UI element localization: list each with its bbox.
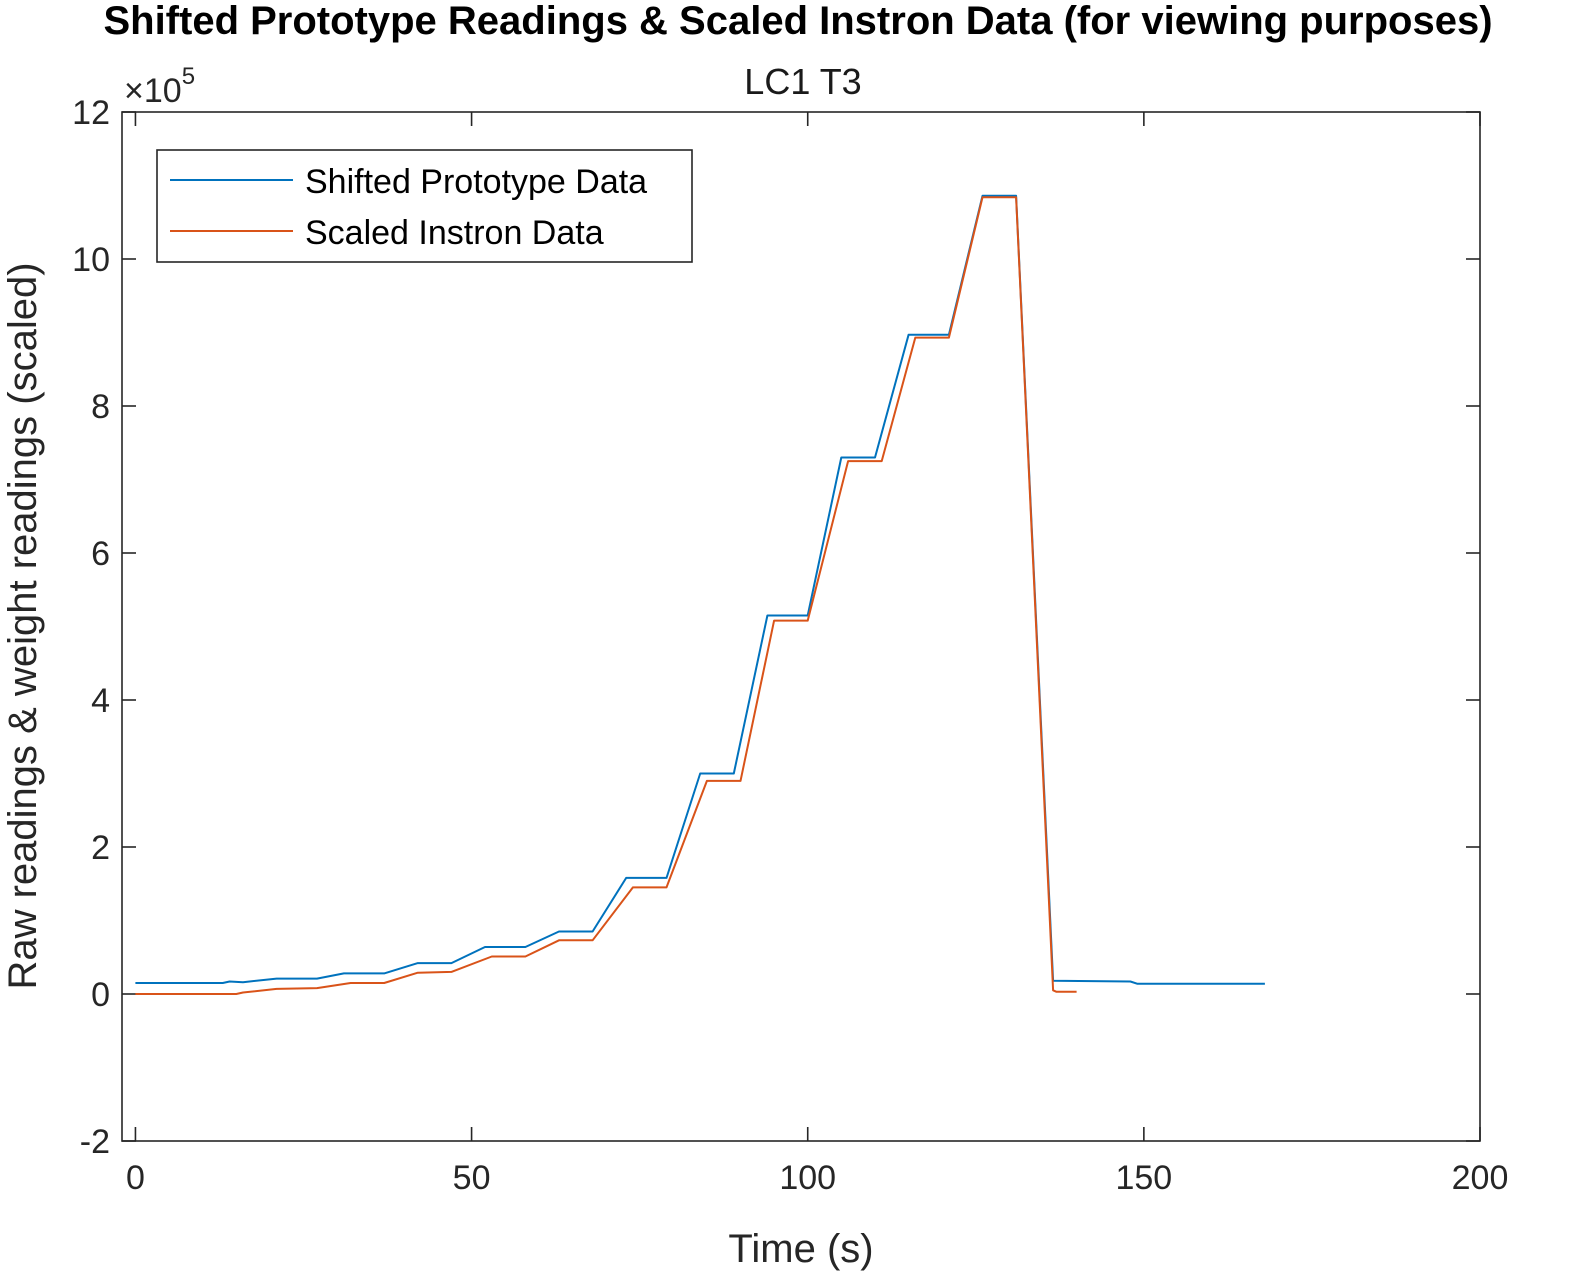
legend: Shifted Prototype Data Scaled Instron Da… — [156, 149, 693, 263]
y-exponent-power: 5 — [182, 63, 195, 90]
series-line-instron — [135, 196, 1077, 995]
y-tick-label: 8 — [91, 388, 110, 426]
y-tick-label: 10 — [72, 241, 110, 279]
legend-label-prototype: Shifted Prototype Data — [305, 163, 647, 201]
x-tick-label: 0 — [126, 1159, 145, 1197]
y-axis-label: Raw readings & weight readings (scaled) — [1, 262, 45, 989]
x-tick-label: 200 — [1452, 1159, 1509, 1197]
y-exponent-base: ×10 — [124, 72, 182, 110]
x-axis-label: Time (s) — [728, 1227, 873, 1271]
y-tick-label: 2 — [91, 829, 110, 867]
series-line-prototype — [135, 194, 1265, 985]
chart-subtitle: LC1 T3 — [744, 61, 861, 102]
x-tick-label: 100 — [779, 1159, 836, 1197]
y-exponent-label: ×105 — [124, 63, 195, 110]
series-layer — [135, 194, 1265, 995]
legend-box — [156, 149, 693, 263]
y-axis-ticks: -2 0 2 4 6 8 10 12 — [72, 94, 1480, 1161]
x-tick-label: 150 — [1115, 1159, 1172, 1197]
y-tick-label: 4 — [91, 682, 110, 720]
chart-title: Shifted Prototype Readings & Scaled Inst… — [103, 0, 1492, 43]
y-tick-label: 6 — [91, 535, 110, 573]
y-tick-label: 12 — [72, 94, 110, 132]
y-tick-label: 0 — [91, 976, 110, 1014]
svg-text:×105: ×105 — [124, 63, 195, 110]
plot-area — [121, 111, 1481, 1142]
legend-label-instron: Scaled Instron Data — [305, 214, 604, 252]
x-axis-ticks: 0 50 100 150 200 — [126, 112, 1508, 1197]
x-tick-label: 50 — [453, 1159, 491, 1197]
y-tick-label: -2 — [80, 1123, 110, 1161]
